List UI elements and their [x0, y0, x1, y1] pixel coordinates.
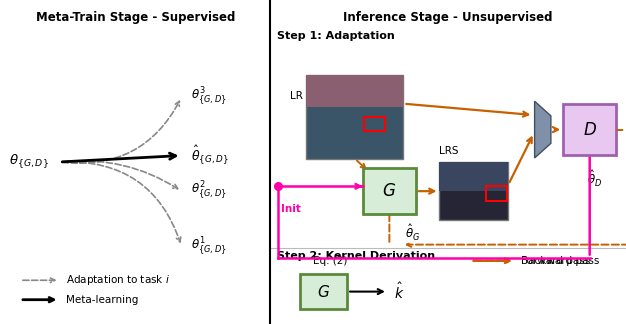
Text: $D$: $D$ — [583, 121, 597, 139]
FancyArrowPatch shape — [62, 162, 181, 242]
Text: Backward pass: Backward pass — [521, 256, 599, 266]
FancyBboxPatch shape — [439, 162, 508, 191]
Text: Forward pass: Forward pass — [521, 256, 590, 266]
Text: $\hat{\theta}_{\{G,D\}}$: $\hat{\theta}_{\{G,D\}}$ — [191, 144, 228, 167]
Text: $\hat{\theta}_G$: $\hat{\theta}_G$ — [405, 223, 420, 243]
Text: $\hat{k}$: $\hat{k}$ — [394, 282, 404, 302]
Text: $\hat{\theta}_D$: $\hat{\theta}_D$ — [587, 169, 602, 189]
Text: Meta-Train Stage - Supervised: Meta-Train Stage - Supervised — [36, 11, 235, 24]
FancyBboxPatch shape — [300, 274, 347, 309]
Text: Adaptation to task $i$: Adaptation to task $i$ — [66, 273, 170, 287]
Text: LR: LR — [290, 91, 303, 100]
FancyArrowPatch shape — [62, 101, 180, 163]
FancyArrowPatch shape — [62, 153, 176, 162]
Text: Meta-learning: Meta-learning — [66, 295, 138, 305]
Text: $\theta_{\{G,D\}}$: $\theta_{\{G,D\}}$ — [9, 153, 49, 171]
FancyBboxPatch shape — [439, 162, 508, 220]
FancyArrowPatch shape — [62, 161, 178, 189]
Bar — [486, 186, 507, 201]
Text: Step 2: Kernel Derivation: Step 2: Kernel Derivation — [277, 251, 435, 261]
Bar — [364, 117, 385, 131]
Text: $\theta^1_{\{G,D\}}$: $\theta^1_{\{G,D\}}$ — [191, 235, 227, 258]
Text: Init: Init — [281, 204, 301, 214]
Text: Step 1: Adaptation: Step 1: Adaptation — [277, 31, 394, 41]
Text: $G$: $G$ — [317, 284, 330, 300]
Text: Inference Stage - Unsupervised: Inference Stage - Unsupervised — [344, 11, 553, 24]
Polygon shape — [535, 101, 551, 158]
Text: $G$: $G$ — [382, 182, 396, 200]
Text: $\theta^2_{\{G,D\}}$: $\theta^2_{\{G,D\}}$ — [191, 180, 227, 202]
FancyBboxPatch shape — [306, 75, 403, 159]
FancyBboxPatch shape — [306, 75, 403, 107]
FancyBboxPatch shape — [363, 168, 416, 214]
Text: LRS: LRS — [439, 145, 459, 156]
Text: $\theta^3_{\{G,D\}}$: $\theta^3_{\{G,D\}}$ — [191, 86, 227, 109]
FancyBboxPatch shape — [563, 105, 616, 155]
Text: Eq. (2): Eq. (2) — [313, 256, 347, 266]
